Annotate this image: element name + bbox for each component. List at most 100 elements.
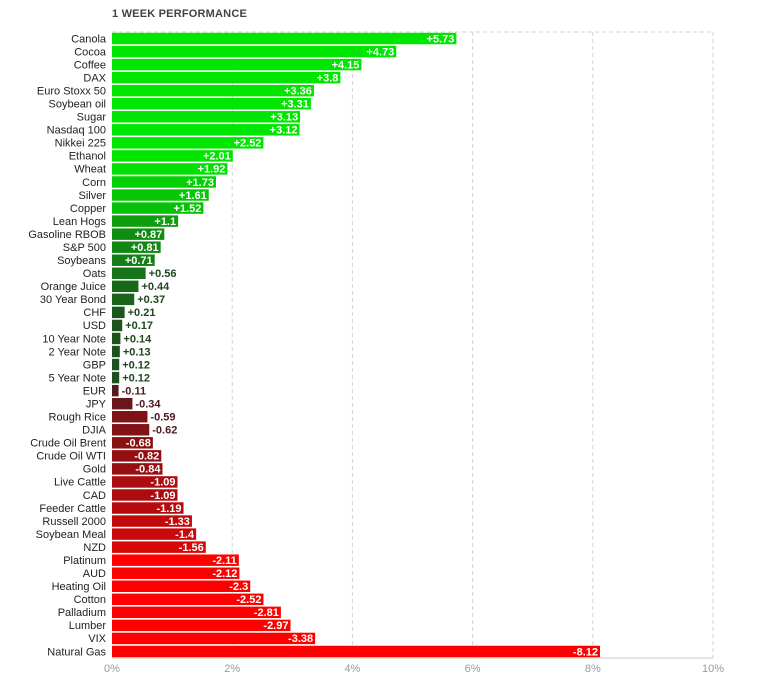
- bar[interactable]: [112, 137, 264, 149]
- bar[interactable]: [112, 411, 148, 423]
- bar[interactable]: [112, 189, 209, 201]
- category-label: GBP: [83, 359, 106, 371]
- category-label: Heating Oil: [52, 581, 106, 593]
- data-label: +3.36: [284, 85, 312, 97]
- data-label: +0.14: [123, 333, 152, 345]
- bar[interactable]: [112, 645, 601, 658]
- category-label: 5 Year Note: [49, 372, 107, 384]
- data-label: +3.13: [270, 112, 298, 124]
- category-label: Crude Oil Brent: [30, 438, 106, 450]
- bar[interactable]: [112, 58, 362, 71]
- bar[interactable]: [112, 228, 165, 240]
- bar[interactable]: [112, 554, 239, 566]
- bar[interactable]: [112, 306, 125, 319]
- bar[interactable]: [112, 515, 192, 527]
- bar[interactable]: [112, 163, 228, 175]
- data-label: +4.15: [332, 59, 360, 71]
- bar[interactable]: [112, 619, 291, 632]
- data-label: +3.31: [281, 99, 309, 111]
- category-label: Silver: [78, 190, 106, 202]
- bar[interactable]: [112, 345, 120, 358]
- category-label: Platinum: [63, 555, 106, 567]
- data-label: -3.38: [288, 633, 313, 645]
- bar[interactable]: [112, 502, 184, 514]
- bar[interactable]: [112, 254, 155, 266]
- category-label: Corn: [82, 177, 106, 189]
- data-label: -2.11: [212, 555, 236, 567]
- category-label: Feeder Cattle: [39, 503, 106, 515]
- category-label: Lumber: [69, 620, 107, 632]
- bar[interactable]: [112, 593, 264, 606]
- bar[interactable]: [112, 202, 204, 214]
- bar[interactable]: [112, 111, 301, 123]
- category-label: 30 Year Bond: [40, 294, 106, 306]
- category-label: DAX: [83, 72, 106, 84]
- data-label: +0.12: [122, 359, 150, 371]
- category-label: Gold: [83, 464, 106, 476]
- x-tick-label: 0%: [104, 663, 120, 675]
- category-label: DJIA: [82, 425, 107, 437]
- data-label: +2.52: [234, 138, 262, 150]
- bar[interactable]: [112, 267, 146, 279]
- bar[interactable]: [112, 215, 179, 227]
- bar[interactable]: [112, 424, 150, 436]
- category-label: Coffee: [74, 59, 106, 71]
- bar[interactable]: [112, 463, 163, 475]
- bar[interactable]: [112, 293, 135, 306]
- category-label: Lean Hogs: [53, 216, 107, 228]
- bar[interactable]: [112, 528, 197, 540]
- bar[interactable]: [112, 437, 153, 449]
- data-label: +3.8: [317, 72, 339, 84]
- bar[interactable]: [112, 32, 457, 45]
- category-label: Ethanol: [69, 151, 106, 163]
- bar[interactable]: [112, 241, 161, 253]
- category-label: Soybean Meal: [36, 529, 106, 541]
- bar[interactable]: [112, 124, 300, 136]
- bar[interactable]: [112, 84, 314, 97]
- bar[interactable]: [112, 98, 311, 110]
- bar[interactable]: [112, 632, 316, 645]
- bar[interactable]: [112, 71, 341, 84]
- bar[interactable]: [112, 332, 121, 345]
- x-tick-label: 8%: [585, 663, 601, 675]
- bar[interactable]: [112, 580, 251, 592]
- data-label: -2.3: [229, 581, 248, 593]
- bar[interactable]: [112, 176, 216, 188]
- bar[interactable]: [112, 397, 133, 410]
- bar[interactable]: [112, 150, 233, 162]
- bar[interactable]: [112, 606, 281, 619]
- bar[interactable]: [112, 567, 240, 579]
- data-label: +1.1: [154, 216, 176, 228]
- bar[interactable]: [112, 450, 162, 462]
- bar[interactable]: [112, 371, 120, 384]
- category-label: Crude Oil WTI: [36, 451, 106, 463]
- data-label: +1.52: [174, 203, 202, 215]
- category-label: Russell 2000: [42, 516, 106, 528]
- category-label: AUD: [83, 568, 106, 580]
- data-label: -1.09: [150, 490, 175, 502]
- bar[interactable]: [112, 280, 139, 293]
- data-label: -0.34: [135, 398, 161, 410]
- x-tick-label: 6%: [465, 663, 481, 675]
- data-label: +0.37: [137, 294, 165, 306]
- category-label: Soybeans: [57, 255, 106, 267]
- data-label: -1.09: [150, 477, 175, 489]
- data-label: +0.13: [123, 346, 151, 358]
- bar[interactable]: [112, 319, 123, 332]
- data-label: -2.12: [212, 568, 237, 580]
- bar[interactable]: [112, 384, 119, 397]
- category-label: USD: [83, 320, 106, 332]
- bar[interactable]: [112, 45, 397, 58]
- data-label: +1.73: [186, 177, 214, 189]
- data-label: +2.01: [203, 151, 231, 163]
- bar[interactable]: [112, 358, 120, 371]
- data-label: -0.62: [152, 425, 177, 437]
- bar[interactable]: [112, 489, 178, 501]
- category-label: Cocoa: [74, 46, 107, 58]
- category-label: 10 Year Note: [42, 333, 106, 345]
- category-label: Nikkei 225: [55, 138, 106, 150]
- bar[interactable]: [112, 541, 206, 553]
- category-label: Rough Rice: [49, 412, 106, 424]
- bar[interactable]: [112, 476, 178, 488]
